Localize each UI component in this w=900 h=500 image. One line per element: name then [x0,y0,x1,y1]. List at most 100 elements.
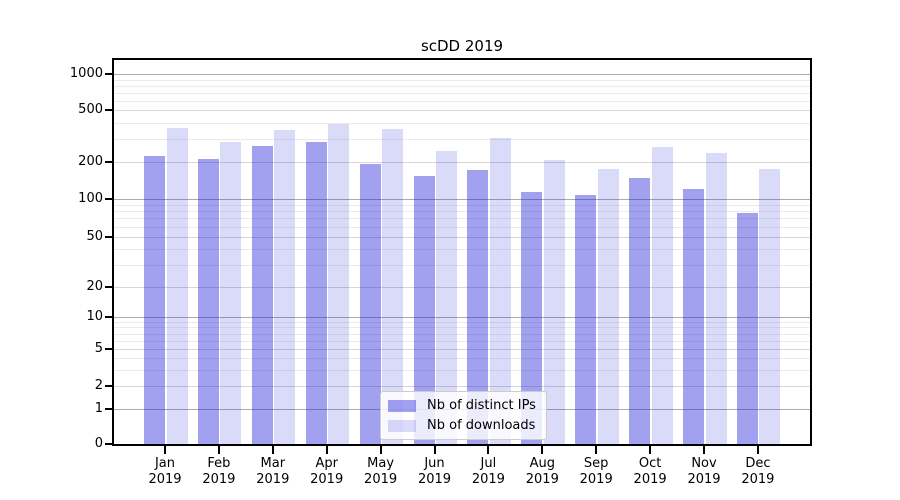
bar-downloads [705,152,727,444]
gridline-minor [114,321,810,323]
y-axis-tick [105,160,114,163]
gridline-minor [114,369,810,371]
gridline-major [114,161,810,163]
x-axis-tick [379,446,382,454]
bar-distinct-ips [467,169,489,444]
gridline-major [114,349,810,351]
bar-distinct-ips [144,156,165,444]
gridline-minor [114,218,810,220]
bar-distinct-ips [305,141,327,444]
bar-downloads [543,160,565,444]
x-axis-tick [325,446,328,454]
y-axis-tick [105,109,114,112]
x-axis-tick-label: Apr 2019 [310,456,344,487]
gridline-major [114,199,810,201]
bar-downloads [274,130,296,444]
bar-downloads [489,138,511,444]
gridline-major [114,317,810,318]
y-axis-tick-label: 50 [86,228,103,244]
y-axis-tick [105,407,114,410]
gridline-minor [114,248,810,250]
x-axis-tick-label: Jan 2019 [148,456,182,487]
gridline-minor [114,204,810,206]
x-axis-tick-label: Jul 2019 [471,456,505,487]
gridline-minor [114,340,810,342]
gridline-major [114,110,810,112]
x-axis-tick-label: May 2019 [364,456,398,487]
x-axis-tick [703,446,705,454]
plot-inner: Nb of distinct IPs Nb of downloads [114,60,810,444]
gridline-minor [114,100,810,102]
bar-downloads [651,146,673,444]
y-axis-tick-label: 10 [86,309,103,324]
x-axis-tick-label: Oct 2019 [633,456,667,487]
gridline-major [114,287,810,289]
x-axis-tick [541,446,544,454]
x-axis-tick-label: Jun 2019 [417,456,452,487]
legend-item-distinct-ips: Nb of distinct IPs [388,398,536,413]
legend-swatch-distinct-ips [388,399,416,412]
y-axis-tick [105,443,114,445]
x-axis-tick [217,446,220,454]
gridline-minor [114,211,810,213]
chart-title: scDD 2019 [420,37,504,55]
bar-distinct-ips [629,178,651,444]
y-axis-tick-label: 200 [78,153,103,169]
x-axis-tick [649,446,652,454]
y-axis-tick-label: 0 [94,436,103,451]
gridline-minor [114,122,810,124]
bar-downloads [166,127,188,444]
y-axis-tick [105,73,114,75]
bar-distinct-ips [575,195,597,444]
y-axis-tick-label: 500 [78,102,103,118]
x-axis-tick [164,446,166,454]
bar-downloads [328,123,350,444]
bar-downloads [436,151,457,444]
gridline-minor [114,138,810,140]
x-axis-tick-label: Feb 2019 [202,456,236,487]
y-axis-tick [105,286,114,289]
y-axis-tick-label: 20 [86,279,103,295]
x-axis-tick-label: Dec 2019 [741,456,775,487]
gridline-minor [114,327,810,329]
gridline-major [114,236,810,238]
y-axis-tick-label: 5 [94,341,103,357]
bar-downloads [759,168,781,444]
x-axis-tick-label: Aug 2019 [525,456,559,487]
x-axis-tick-label: Mar 2019 [256,456,290,487]
bar-distinct-ips [521,191,543,444]
gridline-major [114,74,810,75]
x-axis-tick-label: Nov 2019 [687,456,721,487]
bar-downloads [597,168,619,444]
gridline-minor [114,92,810,94]
y-axis-tick-label: 1 [94,400,103,416]
legend: Nb of distinct IPs Nb of downloads [380,391,547,440]
gridline-minor [114,358,810,360]
gridline-major [114,386,810,387]
y-axis-tick [105,198,114,201]
bar-distinct-ips [736,212,758,444]
y-axis-tick [105,316,114,318]
bar-distinct-ips [683,189,704,444]
legend-swatch-downloads [388,419,416,432]
gridline-minor [114,85,810,87]
plot-area: Nb of distinct IPs Nb of downloads [112,58,812,446]
x-axis-tick [487,446,490,454]
x-axis-tick [595,446,598,454]
y-axis-tick [105,235,114,238]
x-axis-tick [271,446,274,454]
y-axis-tick-label: 2 [94,378,103,393]
bar-downloads [220,141,242,444]
y-axis-tick-label: 1000 [69,66,103,81]
bar-distinct-ips [359,164,381,444]
legend-item-downloads: Nb of downloads [388,418,536,433]
x-axis-tick-label: Sep 2019 [579,456,613,487]
x-axis-tick [756,446,759,454]
y-axis-tick-label: 100 [78,191,103,207]
y-axis-tick [105,348,114,351]
bar-distinct-ips [251,145,273,444]
legend-label-downloads: Nb of downloads [427,418,536,433]
gridline-minor [114,264,810,266]
legend-label-distinct-ips: Nb of distinct IPs [427,398,536,413]
